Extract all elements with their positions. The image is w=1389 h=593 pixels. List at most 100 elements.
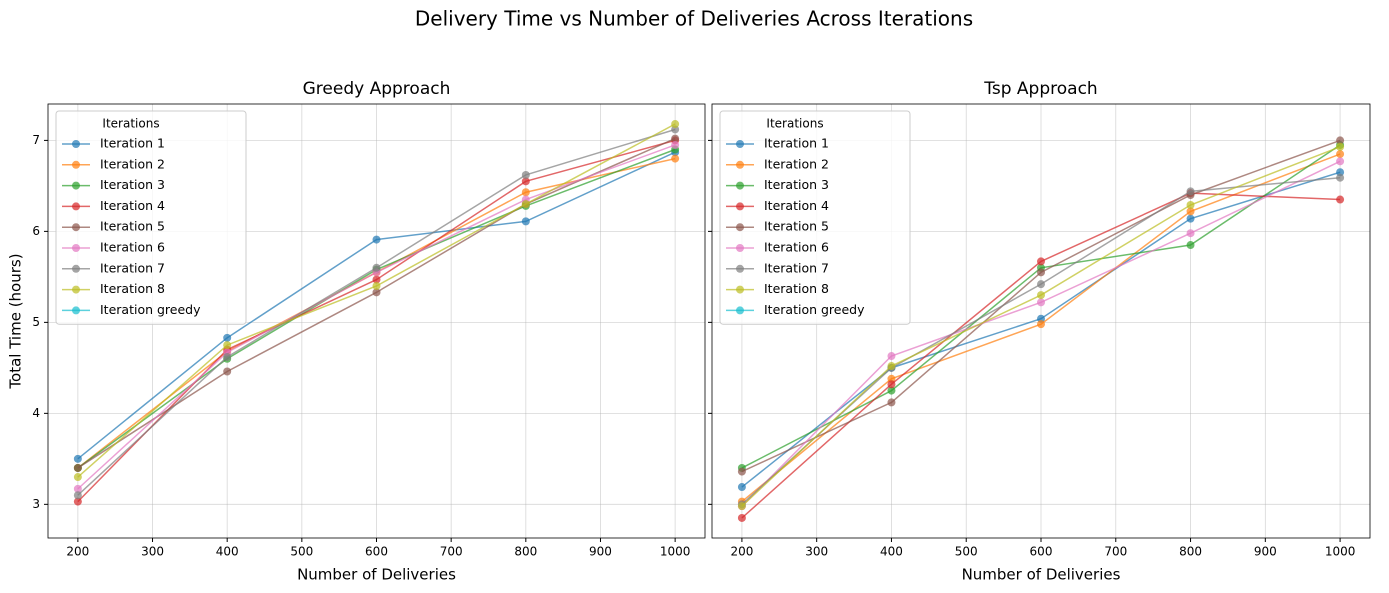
legend-marker [736, 244, 744, 252]
series-marker [671, 120, 680, 129]
series-marker [521, 170, 530, 179]
series-marker [1186, 200, 1195, 209]
series-marker [1186, 229, 1195, 238]
series-marker [737, 513, 746, 522]
legend-box [719, 110, 911, 325]
legend-label: Iteration 2 [100, 156, 165, 171]
series-marker [887, 352, 896, 361]
series-marker [521, 200, 530, 209]
legend-label: Iteration 6 [100, 240, 165, 255]
series-marker [1037, 257, 1045, 266]
legend-label: Iteration 5 [100, 219, 165, 234]
legend-marker [736, 223, 744, 232]
series-marker [73, 497, 82, 506]
legend-marker [736, 202, 744, 211]
legend-label: Iteration greedy [100, 302, 201, 317]
y-tick-label: 5 [32, 315, 40, 329]
y-tick-label: 4 [32, 406, 40, 420]
series-marker [1186, 187, 1195, 196]
x-tick-label: 800 [1179, 545, 1202, 559]
series-marker [1336, 142, 1345, 151]
x-axis-label: Number of Deliveries [962, 566, 1121, 584]
series-marker [1336, 150, 1345, 159]
series-marker [737, 467, 746, 476]
x-tick-label: 200 [66, 545, 89, 559]
series-marker [73, 473, 82, 482]
x-tick-label: 200 [730, 545, 753, 559]
plot-frame [47, 103, 706, 539]
series-marker [671, 154, 680, 163]
series-marker [1336, 157, 1345, 166]
legend-marker [72, 285, 80, 294]
series-marker [521, 177, 530, 186]
figure-title: Delivery Time vs Number of Deliveries Ac… [415, 7, 973, 31]
series-marker [521, 217, 530, 226]
x-tick-label: 800 [514, 545, 537, 559]
legend-marker [72, 264, 80, 273]
legend-marker [736, 181, 744, 190]
series-marker [372, 263, 381, 272]
y-tick-label: 6 [32, 224, 40, 238]
series-marker [73, 463, 82, 472]
legend-marker [72, 160, 80, 169]
series-marker [1186, 241, 1195, 250]
legend-marker [72, 306, 80, 315]
x-tick-label: 400 [216, 545, 239, 559]
legend-title: Iterations [766, 117, 823, 131]
x-tick-label: 500 [955, 545, 978, 559]
series-marker [887, 398, 896, 407]
series-marker [372, 288, 381, 297]
chart-title: Tsp Approach [983, 79, 1097, 99]
series-marker [1037, 320, 1045, 329]
x-tick-label: 700 [440, 545, 463, 559]
series-marker [737, 483, 746, 492]
series-marker [1186, 214, 1195, 223]
legend-label: Iteration 3 [764, 177, 829, 192]
legend-label: Iteration 1 [100, 136, 165, 151]
legend-label: Iteration 4 [764, 198, 829, 213]
series-marker [223, 341, 232, 350]
series-marker [372, 275, 381, 284]
series-marker [1336, 195, 1345, 204]
legend-box [55, 110, 247, 325]
x-tick-label: 900 [1254, 545, 1277, 559]
series-marker [671, 134, 680, 143]
legend-marker [736, 140, 744, 148]
series-marker [372, 235, 381, 244]
plot-frame [711, 103, 1371, 539]
series-marker [887, 362, 896, 371]
legend-label: Iteration 6 [764, 240, 829, 255]
series-marker [737, 502, 746, 511]
legend-label: Iteration 4 [100, 198, 165, 213]
x-tick-label: 300 [141, 545, 164, 559]
legend-label: Iteration greedy [764, 302, 865, 317]
series-marker [671, 140, 680, 149]
legend-label: Iteration 5 [764, 219, 829, 234]
legend-label: Iteration 3 [100, 177, 165, 192]
series-marker [73, 454, 82, 463]
legend-marker [736, 306, 744, 315]
chart-title: Greedy Approach [303, 79, 451, 99]
x-tick-label: 400 [880, 545, 903, 559]
x-tick-label: 500 [290, 545, 313, 559]
legend-marker [736, 285, 744, 294]
legend-marker [72, 140, 80, 148]
legend-marker [736, 160, 744, 169]
x-tick-label: 600 [1030, 545, 1053, 559]
legend-label: Iteration 2 [764, 156, 829, 171]
x-axis-label: Number of Deliveries [297, 566, 456, 584]
x-tick-label: 300 [805, 545, 828, 559]
series-marker [223, 333, 232, 342]
legend-label: Iteration 1 [764, 136, 829, 151]
legend-label: Iteration 7 [764, 260, 829, 275]
series-marker [223, 352, 232, 361]
y-tick-label: 7 [32, 133, 40, 147]
y-axis-label: Total Time (hours) [7, 253, 25, 389]
legend-marker [72, 202, 80, 211]
series-marker [1037, 268, 1045, 277]
x-tick-label: 700 [1104, 545, 1127, 559]
legend-label: Iteration 8 [764, 281, 829, 296]
series-marker [521, 188, 530, 197]
series-marker [1336, 173, 1345, 182]
